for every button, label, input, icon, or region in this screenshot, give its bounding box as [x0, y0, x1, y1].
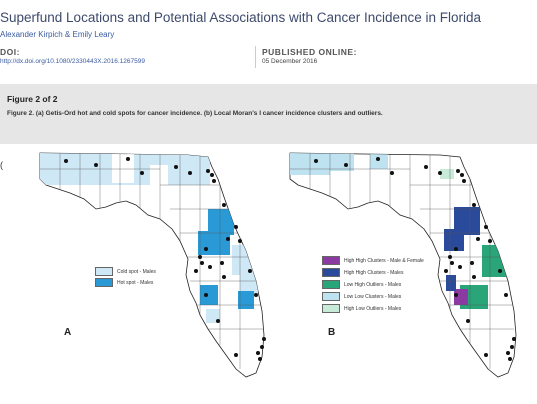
map-b [289, 152, 517, 378]
article-title[interactable]: Superfund Locations and Potential Associ… [0, 10, 482, 25]
article-authors[interactable]: Alexander Kirpich & Emily Leary [0, 30, 115, 39]
legend-label: Cold spot - Males [117, 268, 156, 275]
panel-a-label: A [64, 327, 72, 338]
legend-item: Hot spot - Males [95, 278, 153, 287]
legend-label: High Low Outliers - Males [344, 305, 402, 312]
legend-item: High Low Outliers - Males [322, 304, 401, 313]
legend-swatch [322, 280, 340, 289]
side-mark: ( [0, 160, 3, 170]
legend-swatch [95, 267, 113, 276]
legend-label: High High Clusters - Male & Female [344, 257, 424, 264]
legend-label: Hot spot - Males [117, 279, 154, 286]
county-fills-a [40, 153, 258, 323]
legend-item: High High Clusters - Males [322, 268, 403, 277]
figure-caption: Figure 2. (a) Getis-Ord hot and cold spo… [7, 110, 383, 117]
county-lines-a [40, 153, 264, 369]
legend-item: Cold spot - Males [95, 267, 156, 276]
map-a [39, 152, 266, 378]
legend-label: High High Clusters - Males [344, 269, 404, 276]
superfund-dots-b [314, 157, 516, 361]
legend-item: Low Low Clusters - Males [322, 292, 401, 301]
legend-swatch [322, 256, 340, 265]
legend-label: Low High Outliers - Males [344, 281, 402, 288]
figure-counter: Figure 2 of 2 [7, 94, 58, 104]
legend-item: High High Clusters - Male & Female [322, 256, 424, 265]
county-lines-b [290, 153, 514, 369]
legend-swatch [322, 292, 340, 301]
legend-label: Low Low Clusters - Males [344, 293, 402, 300]
legend-swatch [322, 304, 340, 313]
published-label: PUBLISHED ONLINE: [262, 47, 357, 57]
panel-b-label: B [328, 327, 336, 338]
published-date: 05 December 2016 [262, 58, 318, 65]
figure-image [39, 152, 517, 378]
meta-divider [255, 46, 256, 68]
legend-swatch [95, 278, 113, 287]
legend-swatch [322, 268, 340, 277]
doi-label: DOI: [0, 47, 20, 57]
legend-item: Low High Outliers - Males [322, 280, 401, 289]
doi-link[interactable]: http://dx.doi.org/10.1080/2330443X.2016.… [0, 58, 145, 65]
figure-header-band [0, 84, 537, 144]
superfund-dots-a [64, 157, 266, 361]
